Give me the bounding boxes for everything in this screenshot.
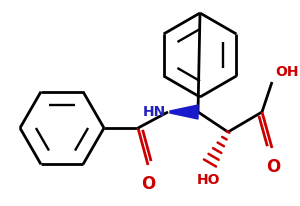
- Text: OH: OH: [275, 65, 298, 79]
- Text: O: O: [266, 158, 280, 176]
- Text: HN: HN: [143, 105, 166, 119]
- Text: HO: HO: [196, 173, 220, 187]
- Polygon shape: [170, 105, 198, 119]
- Text: O: O: [141, 175, 155, 193]
